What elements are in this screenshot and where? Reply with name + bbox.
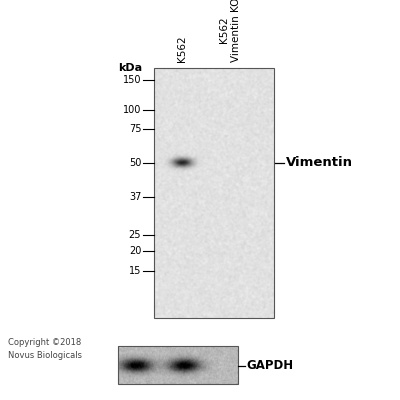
Text: K562: K562 — [177, 35, 187, 62]
Text: 15: 15 — [129, 266, 141, 276]
Bar — [154, 68, 274, 318]
Bar — [118, 346, 238, 384]
Text: kDa: kDa — [118, 63, 142, 73]
Text: Vimentin: Vimentin — [286, 156, 353, 169]
Text: 150: 150 — [123, 75, 141, 85]
Text: K562
Vimentin KO: K562 Vimentin KO — [219, 0, 241, 62]
Text: GAPDH: GAPDH — [246, 359, 293, 372]
Text: 37: 37 — [129, 192, 141, 202]
Text: 25: 25 — [129, 230, 141, 240]
Text: 100: 100 — [123, 105, 141, 115]
Text: 20: 20 — [129, 246, 141, 256]
Text: 50: 50 — [129, 158, 141, 168]
Text: Copyright ©2018
Novus Biologicals: Copyright ©2018 Novus Biologicals — [8, 338, 82, 360]
Text: 75: 75 — [129, 124, 141, 134]
